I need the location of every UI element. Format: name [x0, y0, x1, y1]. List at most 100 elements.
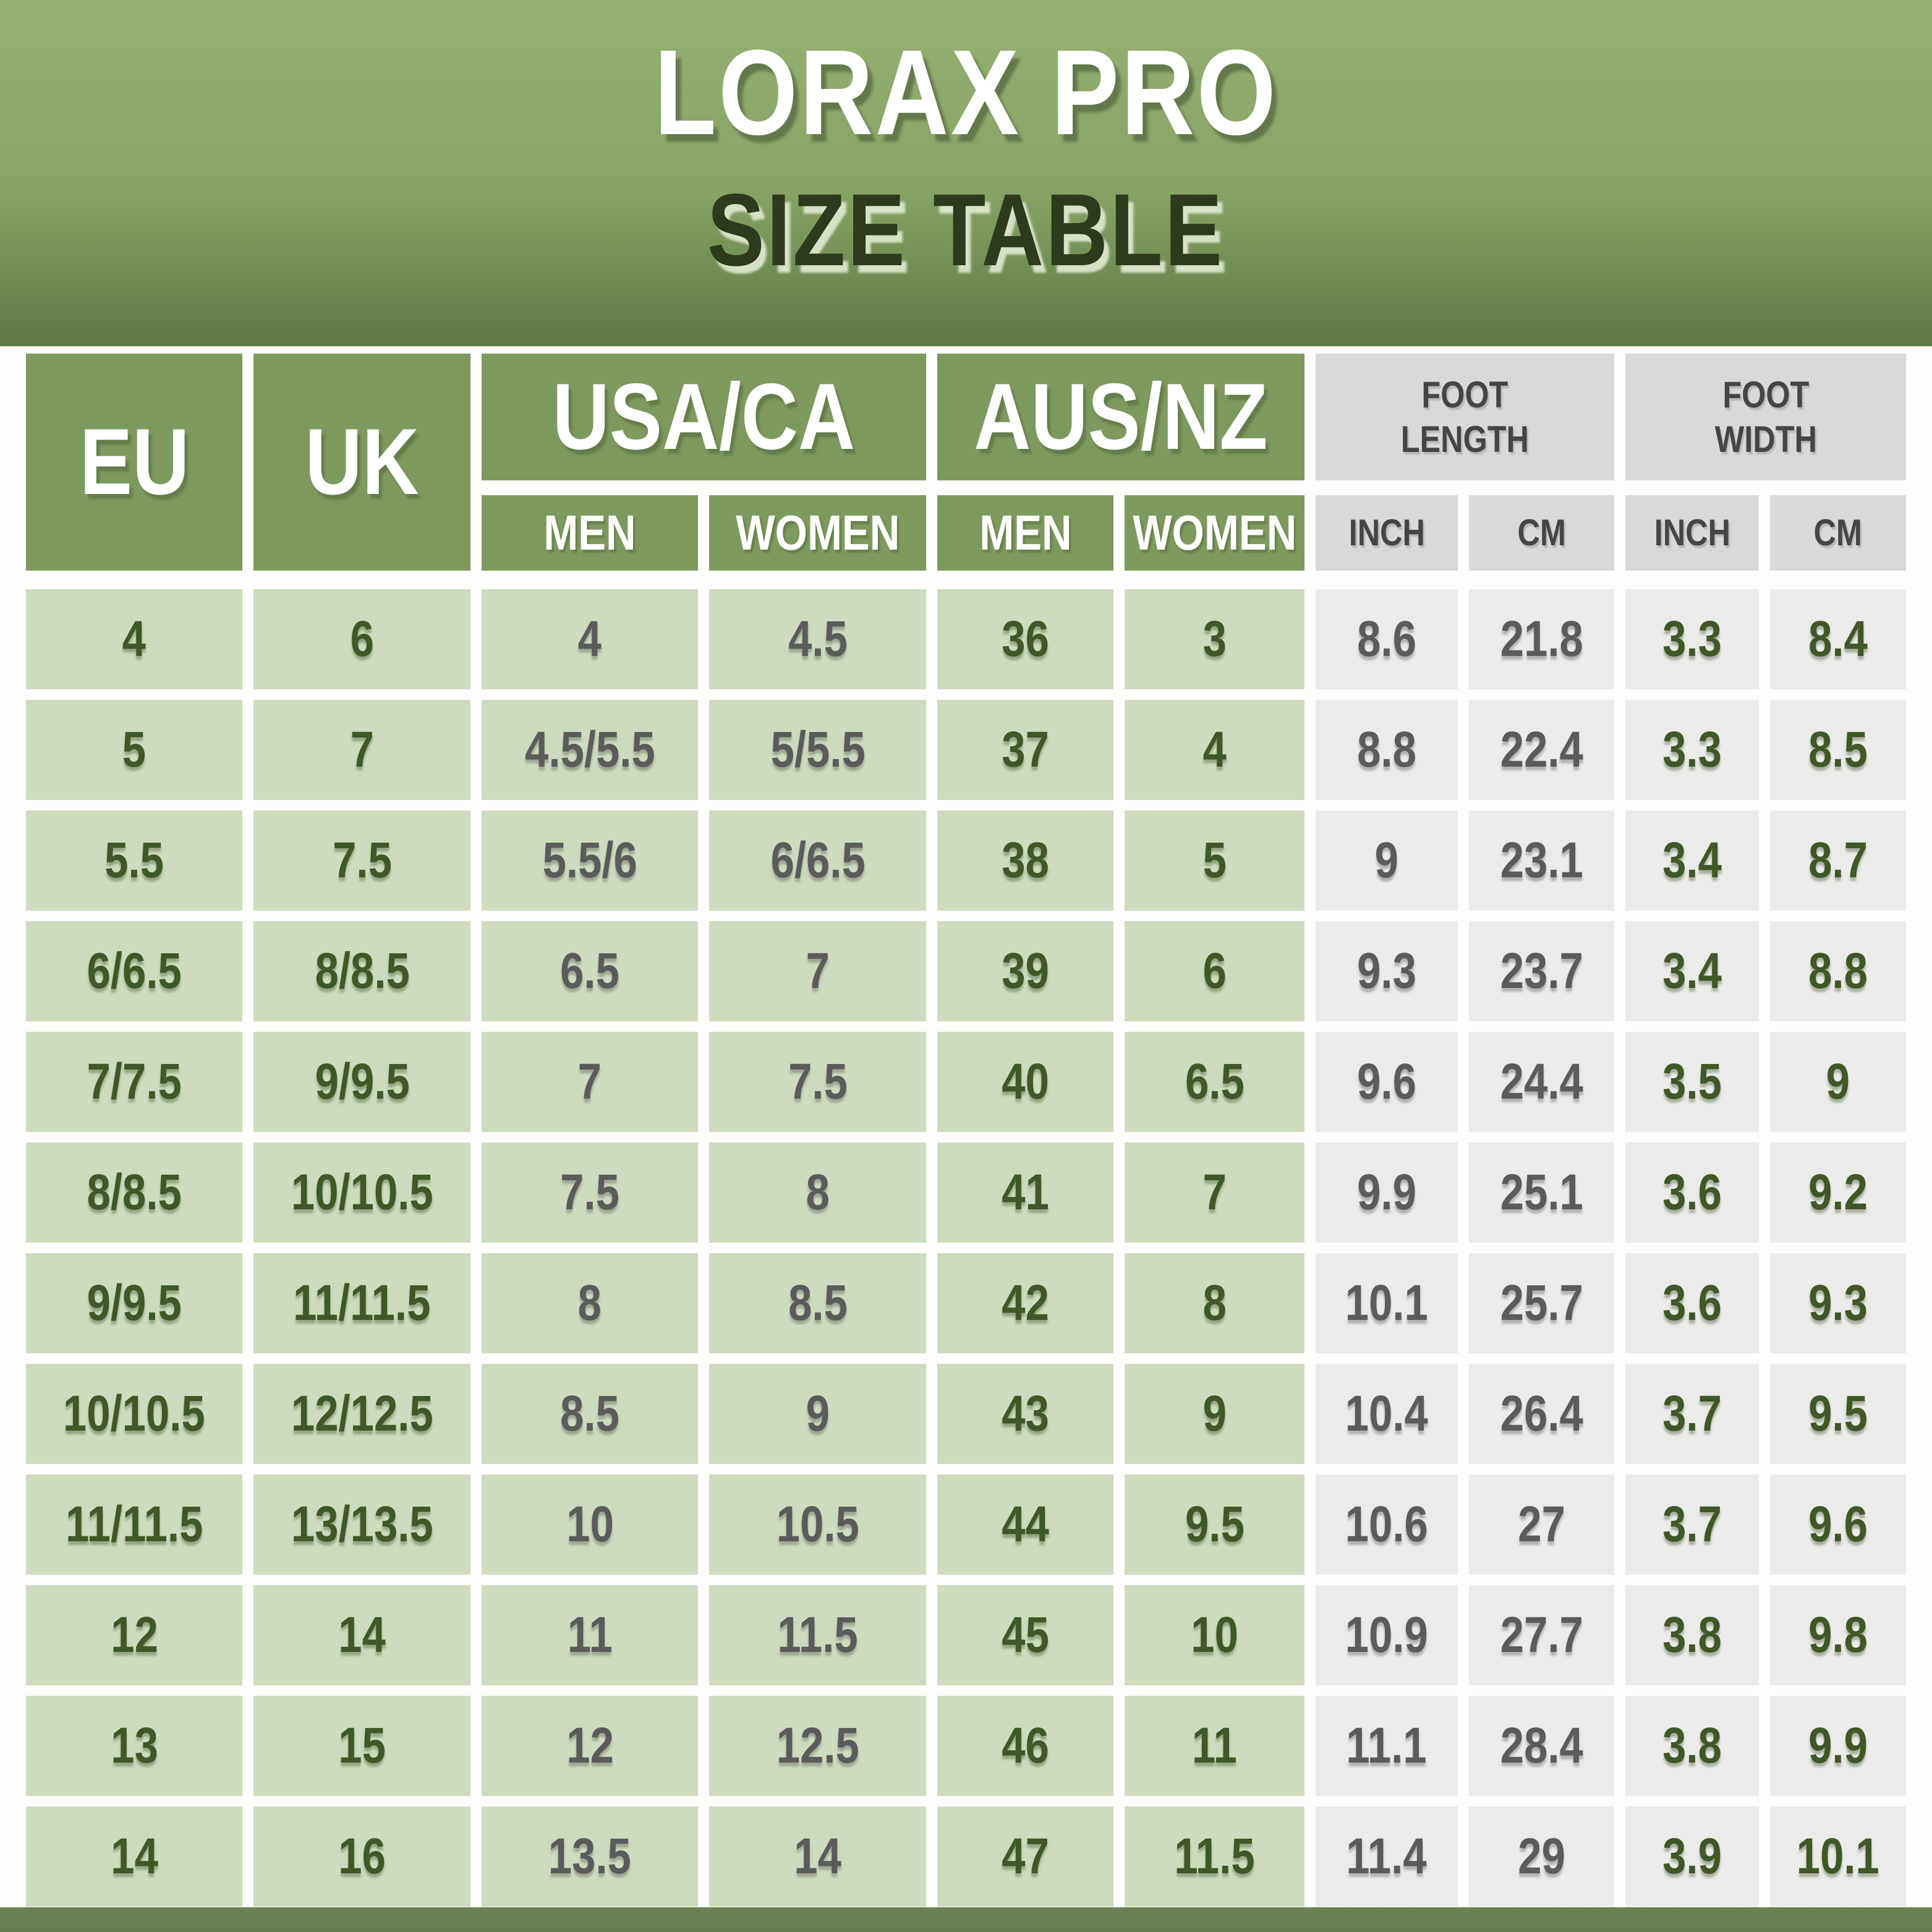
cell-foot-width-cm: 8.5: [1769, 700, 1906, 800]
size-table-body: 4 6 4 4.5 36 3 8.6 21.8 3.3 8.4 5 7 4.5/…: [26, 589, 1906, 1907]
cell-usa-women: 15: [253, 1696, 470, 1796]
cell-usa-men: 14: [26, 1806, 243, 1907]
cell-uk: 9.5: [1125, 1475, 1304, 1575]
cell-value: 3.3: [1662, 721, 1722, 778]
cell-value: 8/8.5: [315, 943, 410, 999]
subheader-usa-men-label: MEN: [543, 505, 636, 560]
cell-value: 14: [794, 1828, 841, 1884]
cell-value: 7.5: [560, 1164, 620, 1220]
cell-value: 11: [1192, 1717, 1237, 1774]
subheader-width-inch: INCH: [1625, 495, 1759, 571]
header-foot-width-label: FOOT WIDTH: [1714, 373, 1817, 460]
cell-value: 12/12.5: [291, 1385, 433, 1442]
cell-value: 3.4: [1662, 943, 1722, 999]
cell-value: 5.5/6: [542, 832, 637, 888]
cell-value: 9: [1374, 832, 1399, 888]
cell-aus-men: 4: [481, 589, 699, 689]
cell-foot-length-inch: 9.3: [1315, 921, 1458, 1021]
cell-value: 13: [110, 1717, 158, 1774]
cell-uk: 11: [1125, 1696, 1304, 1796]
subheader-length-inch-label: INCH: [1348, 512, 1425, 553]
cell-usa-men: 4: [26, 589, 243, 689]
cell-value: 8.8: [1808, 943, 1868, 999]
subheader-usa-men: MEN: [481, 495, 699, 571]
cell-value: 12.5: [776, 1717, 859, 1774]
cell-usa-women: 11/11.5: [253, 1253, 470, 1353]
cell-uk: 4: [1125, 700, 1304, 800]
cell-value: 23.7: [1500, 943, 1583, 999]
cell-value: 9: [806, 1385, 830, 1442]
cell-eu: 42: [937, 1253, 1114, 1353]
cell-usa-men: 5.5: [26, 811, 243, 911]
subheader-length-inch: INCH: [1315, 495, 1458, 571]
cell-value: 7/7.5: [87, 1053, 182, 1110]
cell-aus-women: 9: [709, 1364, 926, 1464]
cell-usa-men: 10/10.5: [26, 1364, 243, 1464]
cell-value: 6/6.5: [87, 943, 182, 999]
header-foot-length: FOOT LENGTH: [1315, 354, 1615, 480]
cell-foot-length-inch: 10.9: [1315, 1585, 1458, 1685]
cell-uk: 3: [1125, 589, 1304, 689]
cell-value: 13.5: [548, 1828, 632, 1884]
cell-aus-women: 5/5.5: [709, 700, 926, 800]
cell-usa-women: 13/13.5: [253, 1475, 470, 1575]
subheader-aus-men-label: MEN: [979, 505, 1072, 560]
header-uk-label: UK: [305, 409, 419, 514]
cell-foot-length-cm: 23.7: [1469, 921, 1615, 1021]
cell-uk: 6: [1125, 921, 1304, 1021]
cell-foot-width-inch: 3.5: [1625, 1032, 1759, 1132]
cell-foot-width-cm: 8.8: [1769, 921, 1906, 1021]
cell-value: 5: [122, 721, 147, 778]
cell-value: 5/5.5: [770, 721, 866, 778]
cell-value: 7: [806, 943, 830, 999]
cell-eu: 44: [937, 1475, 1114, 1575]
cell-value: 7: [350, 721, 374, 778]
cell-foot-width-inch: 3.9: [1625, 1806, 1759, 1907]
cell-value: 24.4: [1500, 1053, 1583, 1110]
cell-value: 41: [1002, 1164, 1049, 1220]
cell-value: 11: [567, 1607, 613, 1663]
cell-foot-length-inch: 8.8: [1315, 700, 1458, 800]
cell-value: 10: [1191, 1607, 1238, 1663]
cell-foot-width-inch: 3.6: [1625, 1253, 1759, 1353]
cell-foot-width-inch: 3.7: [1625, 1475, 1759, 1575]
cell-value: 23.1: [1500, 832, 1583, 888]
cell-foot-width-cm: 9.5: [1769, 1364, 1906, 1464]
cell-value: 12: [110, 1607, 158, 1663]
cell-foot-width-inch: 3.7: [1625, 1364, 1759, 1464]
cell-value: 8/8.5: [87, 1164, 182, 1220]
cell-foot-length-cm: 24.4: [1469, 1032, 1615, 1132]
cell-usa-men: 11/11.5: [26, 1475, 243, 1575]
cell-value: 4: [578, 611, 602, 667]
cell-value: 8: [806, 1164, 830, 1220]
cell-usa-men: 9/9.5: [26, 1253, 243, 1353]
cell-foot-length-inch: 8.6: [1315, 589, 1458, 689]
cell-value: 25.1: [1500, 1164, 1583, 1220]
subheader-usa-women: WOMEN: [709, 495, 926, 571]
cell-aus-women: 7: [709, 921, 926, 1021]
cell-usa-men: 12: [26, 1585, 243, 1685]
cell-foot-length-cm: 27.7: [1469, 1585, 1615, 1685]
cell-value: 10/10.5: [63, 1385, 206, 1442]
cell-foot-length-cm: 23.1: [1469, 811, 1615, 911]
cell-aus-women: 6/6.5: [709, 811, 926, 911]
cell-value: 8.6: [1357, 611, 1416, 667]
cell-value: 9.6: [1808, 1496, 1868, 1552]
cell-value: 39: [1002, 943, 1049, 999]
cell-value: 5.5: [104, 832, 164, 888]
cell-value: 9: [1202, 1385, 1227, 1442]
cell-aus-men: 12: [481, 1696, 699, 1796]
cell-foot-width-inch: 3.6: [1625, 1143, 1759, 1243]
cell-value: 43: [1002, 1385, 1049, 1442]
cell-uk: 10: [1125, 1585, 1304, 1685]
cell-value: 16: [338, 1828, 386, 1884]
cell-uk: 8: [1125, 1253, 1304, 1353]
cell-value: 3.8: [1662, 1717, 1722, 1774]
subheader-aus-women-label: WOMEN: [1133, 505, 1297, 560]
cell-aus-men: 6.5: [481, 921, 699, 1021]
cell-foot-length-inch: 9.6: [1315, 1032, 1458, 1132]
cell-value: 44: [1002, 1496, 1049, 1552]
cell-foot-width-cm: 8.7: [1769, 811, 1906, 911]
cell-aus-women: 14: [709, 1806, 926, 1907]
cell-foot-width-inch: 3.3: [1625, 589, 1759, 689]
